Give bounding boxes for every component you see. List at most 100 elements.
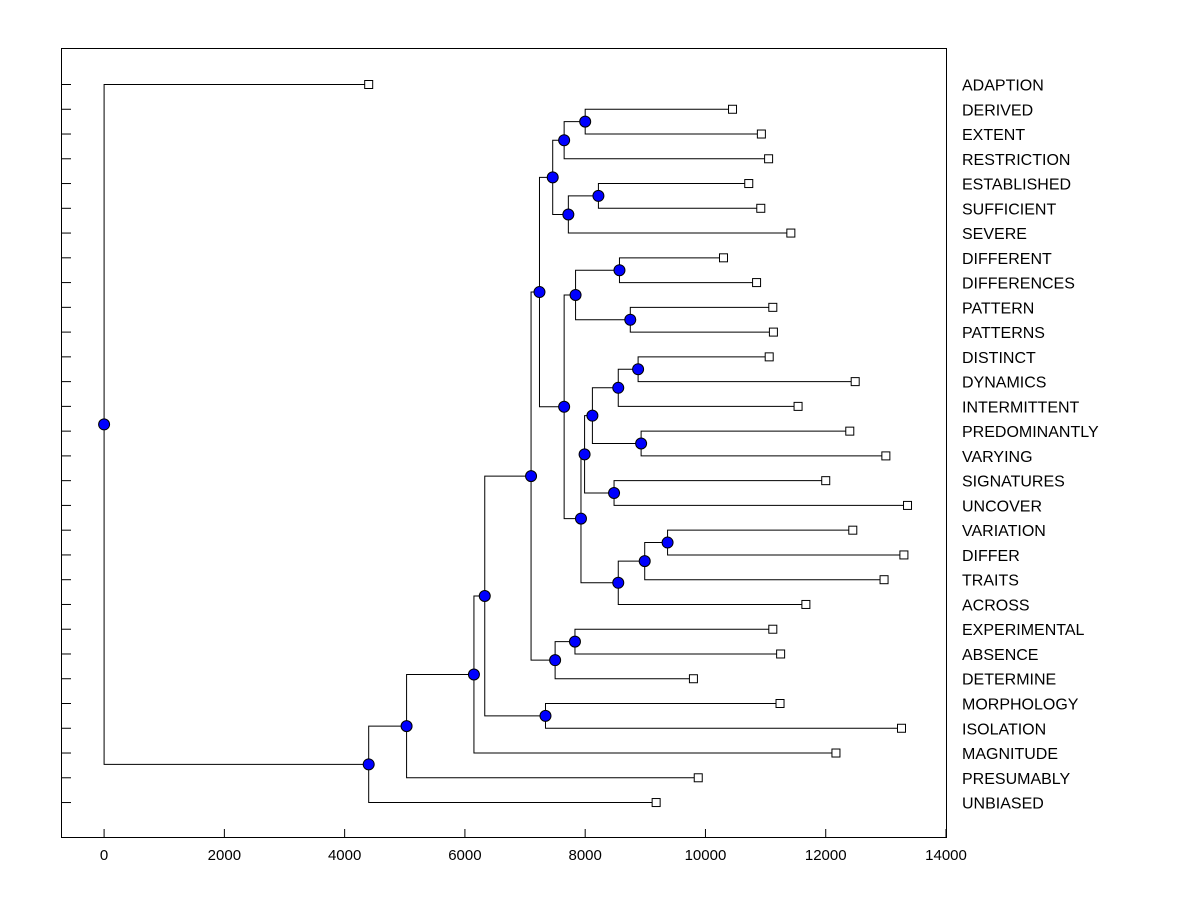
merge-link: [617, 560, 806, 605]
merge-node: [635, 437, 648, 450]
merge-node-markers: [98, 115, 674, 771]
merge-node: [612, 381, 625, 394]
leaf-marker: [688, 674, 698, 684]
merge-node: [558, 400, 571, 413]
leaf-marker: [903, 500, 913, 510]
merge-node: [539, 709, 552, 722]
leaf-marker: [793, 401, 803, 411]
merge-link: [667, 529, 904, 556]
leaf-marker: [768, 327, 778, 337]
merge-node: [467, 668, 480, 681]
leaf-marker: [693, 773, 703, 783]
axis-ticks: [62, 84, 947, 837]
x-tick-label: 14000: [925, 847, 967, 864]
leaf-label: ESTABLISHED: [962, 177, 1071, 194]
leaf-label: VARYING: [962, 449, 1033, 466]
merge-node: [624, 313, 637, 326]
x-axis-tick-labels: 0 2000 4000 6000 8000 10000 12000 14000: [100, 847, 967, 864]
leaf-label: EXTENT: [962, 127, 1025, 144]
merge-node: [579, 115, 592, 128]
merge-node: [612, 576, 625, 589]
leaf-label: PATTERN: [962, 300, 1034, 317]
merge-node: [562, 208, 575, 221]
leaf-label: ISOLATION: [962, 721, 1046, 738]
leaf-label: SUFFICIENT: [962, 201, 1056, 218]
merge-node: [98, 418, 111, 431]
x-tick-label: 10000: [685, 847, 727, 864]
leaf-label: UNBIASED: [962, 796, 1044, 813]
leaf-marker: [364, 80, 374, 89]
leaf-marker: [651, 798, 661, 808]
merge-link: [406, 674, 699, 779]
leaf-marker: [756, 203, 766, 213]
merge-node: [569, 288, 582, 301]
leaf-label: SIGNATURES: [962, 474, 1065, 491]
leaf-marker: [845, 426, 855, 436]
leaf-marker: [744, 179, 754, 189]
leaf-label: PREDOMINANTLY: [962, 424, 1099, 441]
merge-node: [533, 286, 546, 299]
merge-link: [591, 387, 642, 445]
leaf-label: MORPHOLOGY: [962, 697, 1079, 714]
leaf-marker: [768, 624, 778, 634]
leaf-markers: [364, 80, 913, 808]
leaf-marker: [848, 525, 858, 535]
leaf-label: MAGNITUDE: [962, 746, 1058, 763]
merge-node: [525, 470, 538, 483]
leaf-label: SEVERE: [962, 226, 1027, 243]
leaf-label: VARIATION: [962, 523, 1046, 540]
merge-link: [575, 269, 631, 321]
merge-node: [613, 264, 626, 277]
leaf-marker: [879, 575, 889, 585]
leaf-marker: [768, 302, 778, 312]
merge-link: [368, 725, 657, 804]
merge-link: [629, 306, 774, 333]
merge-link: [597, 183, 761, 209]
leaf-label: TRAITS: [962, 573, 1019, 590]
merge-node: [568, 635, 581, 648]
x-tick-label: 12000: [805, 847, 847, 864]
merge-node: [546, 171, 559, 184]
leaf-marker: [850, 377, 860, 387]
merge-node: [578, 448, 591, 461]
merge-node: [661, 536, 674, 549]
x-tick-label: 2000: [208, 847, 241, 864]
merge-node: [558, 134, 571, 147]
merge-link: [617, 368, 799, 407]
leaf-label: ABSENCE: [962, 647, 1038, 664]
leaf-label: INTERMITTENT: [962, 399, 1080, 416]
x-tick-label: 0: [100, 847, 108, 864]
x-tick-label: 6000: [448, 847, 481, 864]
merge-node: [608, 487, 621, 500]
merge-link: [574, 628, 781, 655]
leaf-label: ADAPTION: [962, 78, 1044, 95]
merge-node: [478, 589, 491, 602]
leaf-marker: [801, 599, 811, 609]
merge-node: [638, 555, 651, 568]
leaf-marker: [775, 699, 785, 708]
merge-link: [563, 121, 769, 160]
merge-node: [632, 363, 645, 376]
leaf-marker: [896, 723, 906, 733]
merge-node: [592, 189, 605, 202]
merge-node: [549, 654, 562, 667]
merge-link: [613, 480, 908, 506]
merge-link: [473, 595, 836, 754]
leaf-label: UNCOVER: [962, 498, 1042, 515]
leaf-label: PATTERNS: [962, 325, 1045, 342]
leaf-label: DIFFER: [962, 548, 1020, 565]
merge-link: [637, 356, 856, 383]
leaf-label: DERIVED: [962, 102, 1033, 119]
leaf-marker: [756, 129, 766, 139]
merge-link: [544, 703, 902, 729]
leaf-marker: [764, 154, 774, 164]
leaf-label: DYNAMICS: [962, 375, 1046, 392]
leaf-marker: [718, 253, 728, 263]
leaf-label: DETERMINE: [962, 672, 1056, 689]
leaf-marker: [831, 748, 841, 758]
leaf-label: DIFFERENT: [962, 251, 1052, 268]
dendrogram-links: [103, 84, 908, 804]
leaf-label: DIFFERENCES: [962, 276, 1075, 293]
leaf-marker: [821, 476, 831, 486]
